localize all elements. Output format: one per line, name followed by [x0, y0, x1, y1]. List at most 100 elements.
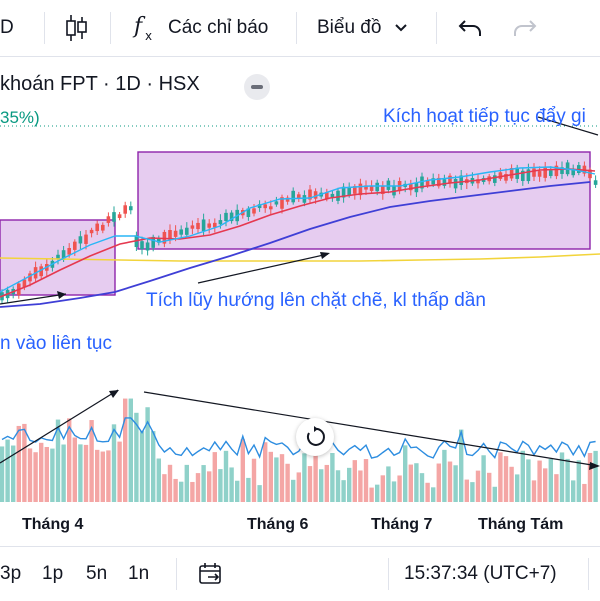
range-label: 1n	[128, 563, 150, 584]
candles-icon-button[interactable]	[64, 0, 88, 56]
volume-bar	[330, 453, 335, 502]
time-axis-label: Tháng 6	[247, 516, 309, 533]
volume-bar	[268, 451, 273, 502]
arrow-line[interactable]	[197, 253, 329, 284]
svg-text:x: x	[145, 29, 152, 43]
candle-body	[252, 208, 256, 214]
volume-bar	[83, 444, 89, 502]
candle-body	[302, 195, 307, 203]
volume-bar	[162, 474, 167, 502]
range-button-1n[interactable]: 1n	[128, 547, 149, 601]
chart-type-label: Biểu đồ	[317, 17, 382, 38]
candle-body	[504, 174, 508, 181]
candle-body	[560, 167, 564, 174]
arrow-head	[320, 252, 330, 259]
timezone-clock[interactable]: 15:37:34 (UTC+7)	[404, 547, 557, 601]
volume-bar	[403, 445, 408, 502]
volume-bar	[207, 471, 212, 502]
price-chart[interactable]	[0, 57, 600, 545]
reset-icon	[306, 426, 325, 446]
candle-body	[207, 223, 211, 228]
candle-body	[381, 185, 385, 194]
annotation-breakout[interactable]: Kích hoạt tiếp tục đẩy gi	[383, 106, 586, 127]
volume-bar	[167, 464, 173, 502]
candle-body	[442, 179, 447, 186]
range-button-1p[interactable]: 1p	[42, 547, 63, 601]
volume-bar	[509, 466, 514, 502]
candle-body	[437, 177, 441, 187]
bottom-toolbar: 3p 1p 5n 1n 15:37:34 (UTC+7)	[0, 546, 600, 601]
volume-bar	[145, 407, 150, 502]
candle-body	[459, 175, 463, 186]
volume-bar	[397, 475, 402, 502]
volume-bar	[369, 487, 374, 502]
candle-body	[341, 186, 346, 198]
candle-body	[509, 168, 514, 179]
candles-icon	[66, 15, 87, 41]
legend-collapse-button[interactable]	[244, 74, 270, 100]
candle-body	[101, 224, 105, 231]
candle-body	[571, 169, 575, 176]
candle-body	[420, 176, 424, 189]
candle-body	[218, 220, 223, 225]
volume-bar	[291, 479, 296, 502]
chart-type-dropdown[interactable]: Biểu đồ	[317, 0, 409, 56]
volume-bar	[72, 437, 77, 502]
candle-body	[448, 175, 452, 184]
candle-body	[554, 165, 559, 177]
arrow-head	[57, 291, 66, 299]
annotation-accumulation[interactable]: Tích lũy hướng lên chặt chẽ, kl thấp dần	[146, 290, 486, 311]
volume-trend-up-line[interactable]	[0, 389, 119, 464]
volume-bar	[195, 473, 201, 502]
undo-button[interactable]	[457, 0, 483, 56]
candle-body	[358, 183, 363, 196]
candle-body	[409, 184, 413, 191]
volume-bar	[554, 474, 559, 502]
arrow-head	[589, 462, 600, 470]
volume-bar	[16, 425, 21, 502]
annotation-inflow[interactable]: n vào liên tục	[0, 333, 112, 354]
candle-body	[336, 190, 340, 201]
volume-bar	[27, 448, 33, 502]
candle-body	[593, 180, 598, 185]
volume-bar	[201, 465, 206, 502]
price-change-percent: 35%)	[0, 108, 40, 127]
volume-bar	[531, 480, 537, 502]
range-button-3p[interactable]: 3p	[0, 547, 21, 601]
volume-bar	[55, 419, 61, 502]
toolbar-divider	[436, 12, 437, 44]
candle-body	[375, 182, 379, 192]
range-label: 3p	[0, 563, 22, 584]
indicators-label: Các chỉ báo	[168, 17, 269, 38]
accumulation-box-main[interactable]	[137, 151, 591, 250]
arrow-line[interactable]	[0, 293, 67, 305]
candle-body	[285, 197, 290, 202]
candle-body	[190, 225, 195, 229]
indicators-button[interactable]: f x Các chỉ báo	[132, 0, 268, 56]
candle-body	[151, 236, 155, 248]
reset-chart-button[interactable]	[296, 418, 334, 456]
volume-bar	[520, 450, 525, 502]
minus-icon	[251, 85, 263, 89]
go-to-date-button[interactable]	[198, 547, 224, 601]
symbol-button[interactable]: D	[0, 0, 14, 56]
range-button-5n[interactable]: 5n	[86, 547, 107, 601]
volume-bar	[593, 450, 598, 502]
volume-bar	[263, 442, 268, 502]
candle-body	[588, 169, 592, 179]
volume-bar	[223, 450, 229, 502]
volume-trend-down-line[interactable]	[143, 391, 599, 467]
volume-bar	[5, 439, 10, 502]
volume-bar	[459, 429, 464, 502]
toolbar-divider	[296, 12, 297, 44]
toolbar-divider	[110, 12, 111, 44]
volume-bar	[307, 466, 313, 502]
volume-bar	[503, 456, 509, 502]
redo-button[interactable]	[512, 0, 538, 56]
volume-bar	[302, 453, 307, 502]
symbol-label: D	[0, 17, 14, 38]
candle-body	[185, 227, 189, 235]
candle-body	[532, 168, 536, 177]
arrow-line[interactable]	[537, 116, 599, 136]
volume-bar	[229, 467, 234, 502]
